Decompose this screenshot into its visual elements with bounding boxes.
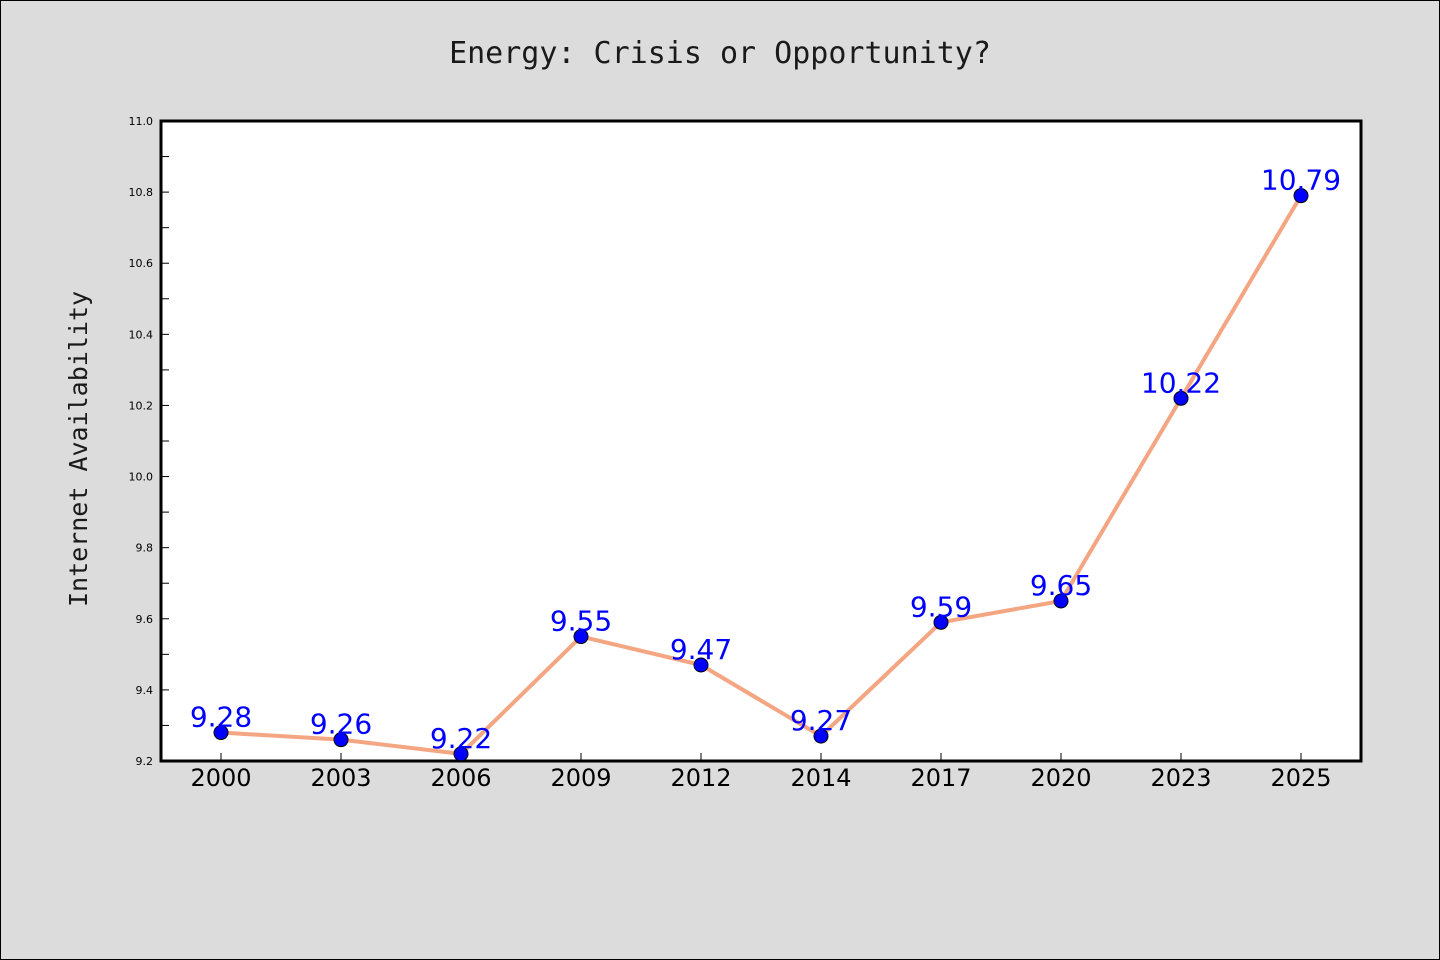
y-tick-label: 10.8	[129, 186, 154, 199]
x-tick-label: 2017	[910, 764, 971, 792]
data-point-label: 9.55	[550, 605, 612, 638]
data-point-label: 10.79	[1261, 164, 1341, 197]
data-point-marker	[213, 725, 229, 741]
x-tick-label: 2009	[550, 764, 611, 792]
data-point-label: 9.27	[790, 704, 852, 737]
data-point-label: 9.26	[310, 708, 372, 741]
x-tick-label: 2006	[430, 764, 491, 792]
data-labels: 9.28 9.26 9.22 9.55 9.47 9.27 9.59 9.65 10.22 10.…	[190, 164, 1341, 755]
x-tick-label: 2014	[790, 764, 851, 792]
x-tick-label: 2023	[1150, 764, 1211, 792]
y-axis-label: Internet Availability	[64, 291, 93, 607]
y-tick-label: 10.0	[129, 471, 154, 484]
y-tick-label: 9.6	[136, 613, 154, 626]
x-tick-label: 2025	[1270, 764, 1331, 792]
data-point-marker	[333, 732, 349, 748]
x-tick-label: 2020	[1030, 764, 1091, 792]
data-point-marker	[933, 614, 949, 630]
x-tick-label: 2012	[670, 764, 731, 792]
data-point-marker	[813, 728, 829, 744]
y-tick-label: 9.8	[136, 542, 154, 555]
data-point-marker	[453, 746, 469, 762]
y-tick-label: 10.6	[129, 257, 154, 270]
y-tick-label: 10.4	[129, 328, 154, 341]
data-point-label: 9.22	[430, 722, 492, 755]
x-tick-label: 2003	[310, 764, 371, 792]
data-point-label: 10.22	[1141, 366, 1221, 399]
data-point-marker	[1293, 188, 1309, 204]
plot-area	[159, 119, 1363, 763]
y-tick-label: 9.2	[136, 755, 154, 768]
data-point-marker	[573, 629, 589, 645]
data-point-label: 9.47	[670, 633, 732, 666]
data-point-marker	[1173, 390, 1189, 406]
data-point-marker	[693, 657, 709, 673]
data-point-label: 9.59	[910, 590, 972, 623]
data-point-marker	[1053, 593, 1069, 609]
series-line	[219, 193, 1303, 756]
data-markers	[213, 188, 1309, 762]
y-tick-label: 11.0	[129, 115, 154, 128]
y-tick-label: 10.2	[129, 399, 154, 412]
y-axis-ticks: 9.2 9.4 9.6 9.8 10.0 10.2 10.4 10.6 10.8 11.0	[129, 115, 169, 768]
x-tick-label: 2000	[190, 764, 251, 792]
chart-title: Energy: Crisis or Opportunity?	[449, 36, 991, 71]
x-axis-ticks: 2000 2003 2006 2009 2012 2014 2017 2020 2023 2025	[190, 753, 1332, 792]
data-point-label: 9.65	[1030, 569, 1092, 602]
y-tick-label: 9.4	[136, 684, 154, 697]
data-point-label: 9.28	[190, 701, 252, 734]
